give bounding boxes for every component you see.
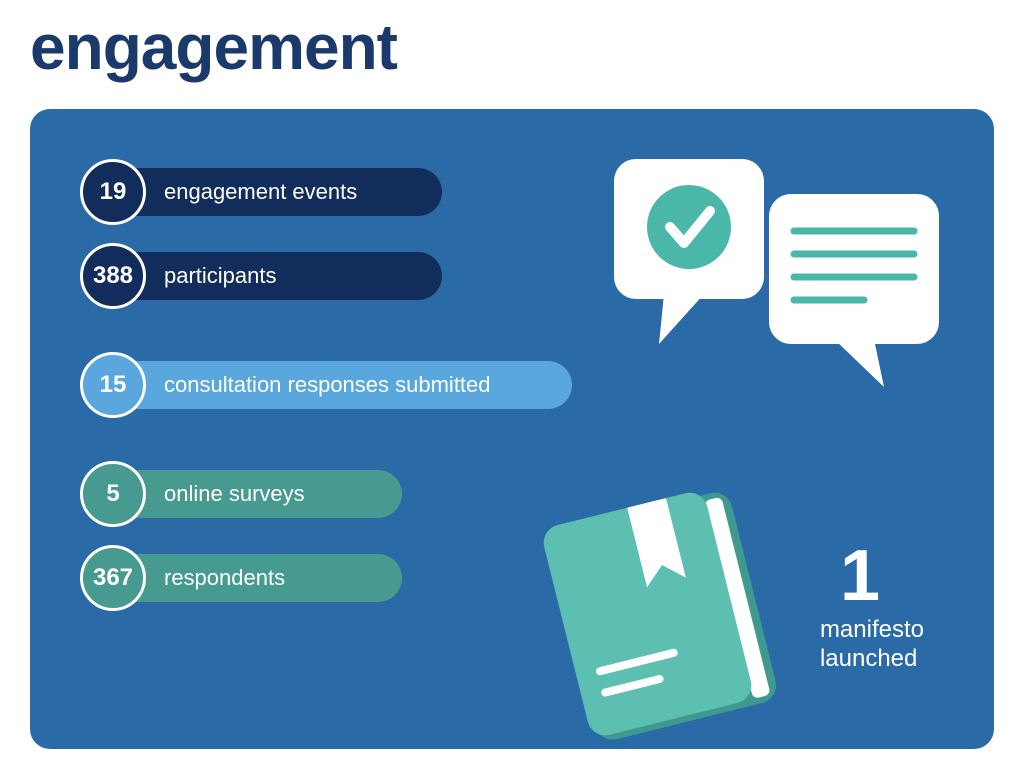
stat-pill: respondents [112, 554, 402, 602]
stat-pill: participants [112, 252, 442, 300]
stat-circle: 15 [80, 352, 146, 418]
stat-pill: consultation responses submitted [112, 361, 572, 409]
stat-pill: engagement events [112, 168, 442, 216]
speech-bubbles-icon [604, 149, 944, 399]
page-title: engagement [30, 10, 994, 84]
stat-pill: online surveys [112, 470, 402, 518]
manifesto-callout: 1 manifesto launched [820, 540, 924, 674]
stat-circle: 367 [80, 545, 146, 611]
manifesto-value: 1 [840, 540, 924, 612]
stat-circle: 388 [80, 243, 146, 309]
engagement-panel: 19 engagement events 388 participants 15… [30, 109, 994, 749]
manifesto-label-line: manifesto [820, 616, 924, 645]
book-manifesto-group: 1 manifesto launched [534, 474, 954, 734]
stat-circle: 19 [80, 159, 146, 225]
stat-circle: 5 [80, 461, 146, 527]
book-icon [534, 484, 794, 744]
manifesto-label-line: launched [820, 645, 924, 674]
